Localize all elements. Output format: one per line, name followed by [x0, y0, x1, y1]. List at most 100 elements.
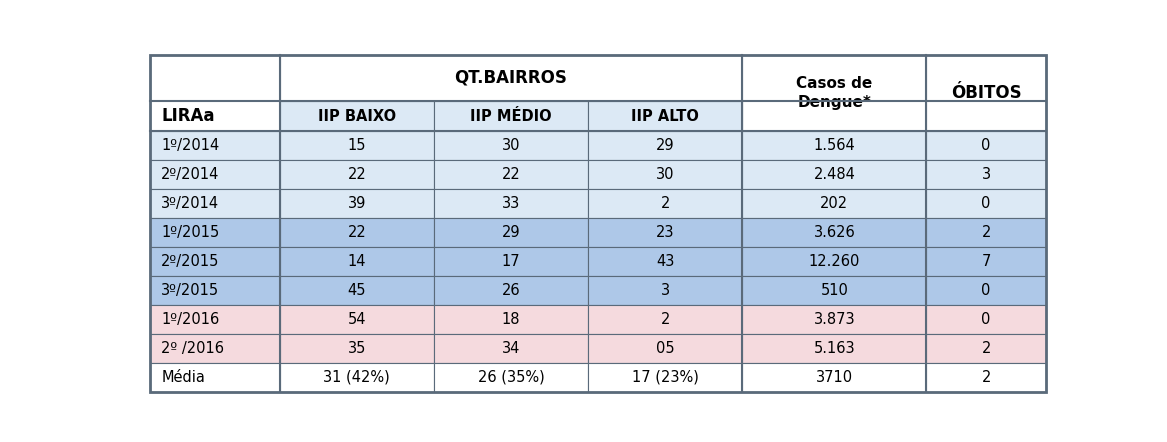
Text: IIP ALTO: IIP ALTO — [631, 108, 699, 123]
Bar — [434, 218, 588, 247]
Bar — [742, 276, 927, 305]
Bar — [742, 218, 927, 247]
Bar — [588, 247, 742, 276]
Bar — [434, 131, 588, 160]
Bar — [588, 101, 742, 131]
Bar — [280, 276, 434, 305]
Bar — [927, 218, 1046, 247]
Text: LIRAa: LIRAa — [161, 107, 215, 125]
Text: 17 (23%): 17 (23%) — [631, 370, 699, 385]
Bar — [280, 363, 434, 392]
Text: 510: 510 — [820, 283, 848, 298]
Text: 17: 17 — [502, 254, 520, 269]
Text: 54: 54 — [348, 312, 366, 327]
Text: 2: 2 — [661, 312, 670, 327]
Text: QT.BAIRROS: QT.BAIRROS — [455, 69, 567, 87]
Text: 26: 26 — [502, 283, 520, 298]
Bar — [927, 305, 1046, 334]
Text: 7: 7 — [981, 254, 991, 269]
Text: 0: 0 — [981, 312, 991, 327]
Bar — [927, 363, 1046, 392]
Text: 1.564: 1.564 — [813, 138, 855, 153]
Bar — [742, 131, 927, 160]
Text: 0: 0 — [981, 283, 991, 298]
Text: 2: 2 — [661, 196, 670, 211]
Text: 3: 3 — [981, 167, 991, 182]
Bar — [434, 247, 588, 276]
Bar — [742, 55, 927, 131]
Text: 2º/2015: 2º/2015 — [161, 254, 219, 269]
Text: 1º/2015: 1º/2015 — [161, 225, 219, 240]
Bar — [280, 189, 434, 218]
Bar — [742, 305, 927, 334]
Text: 0: 0 — [981, 138, 991, 153]
Text: 33: 33 — [502, 196, 520, 211]
Bar — [927, 247, 1046, 276]
Bar — [151, 218, 280, 247]
Bar — [742, 247, 927, 276]
Bar — [434, 276, 588, 305]
Bar — [280, 247, 434, 276]
Bar — [280, 334, 434, 363]
Text: 2: 2 — [981, 341, 991, 356]
Bar — [742, 334, 927, 363]
Text: 35: 35 — [348, 341, 366, 356]
Text: 3º/2014: 3º/2014 — [161, 196, 219, 211]
Text: 45: 45 — [348, 283, 366, 298]
Text: 2.484: 2.484 — [813, 167, 855, 182]
Bar — [434, 189, 588, 218]
Text: 202: 202 — [820, 196, 848, 211]
Bar — [151, 334, 280, 363]
Text: 22: 22 — [348, 167, 366, 182]
Bar — [588, 131, 742, 160]
Bar — [588, 334, 742, 363]
Text: 2: 2 — [981, 370, 991, 385]
Text: 22: 22 — [348, 225, 366, 240]
Text: 5.163: 5.163 — [813, 341, 855, 356]
Bar — [434, 160, 588, 189]
Text: 34: 34 — [502, 341, 520, 356]
Bar — [927, 334, 1046, 363]
Bar — [280, 218, 434, 247]
Bar — [151, 160, 280, 189]
Text: 12.260: 12.260 — [809, 254, 860, 269]
Text: ÓBITOS: ÓBITOS — [951, 84, 1021, 102]
Text: 1º/2014: 1º/2014 — [161, 138, 219, 153]
Bar — [742, 189, 927, 218]
Bar — [742, 363, 927, 392]
Bar — [280, 131, 434, 160]
Bar — [280, 101, 434, 131]
Bar — [151, 55, 280, 131]
Bar — [151, 247, 280, 276]
Bar — [151, 131, 280, 160]
Text: 29: 29 — [656, 138, 675, 153]
Text: 3.626: 3.626 — [813, 225, 855, 240]
Text: 43: 43 — [656, 254, 675, 269]
Text: 18: 18 — [502, 312, 520, 327]
Bar — [280, 55, 742, 101]
Text: 2º /2016: 2º /2016 — [161, 341, 224, 356]
Bar — [927, 160, 1046, 189]
Text: 30: 30 — [656, 167, 675, 182]
Bar — [927, 131, 1046, 160]
Text: 14: 14 — [348, 254, 366, 269]
Text: 3: 3 — [661, 283, 670, 298]
Text: Casos de
Dengue*: Casos de Dengue* — [796, 76, 873, 110]
Bar — [927, 276, 1046, 305]
Text: 0: 0 — [981, 196, 991, 211]
Bar — [434, 334, 588, 363]
Bar — [588, 276, 742, 305]
Bar — [280, 305, 434, 334]
Bar — [588, 305, 742, 334]
Bar — [151, 305, 280, 334]
Text: 31 (42%): 31 (42%) — [323, 370, 390, 385]
Text: 26 (35%): 26 (35%) — [477, 370, 545, 385]
Text: 23: 23 — [656, 225, 675, 240]
Bar — [151, 189, 280, 218]
Text: 39: 39 — [348, 196, 366, 211]
Bar — [434, 363, 588, 392]
Text: 1º/2016: 1º/2016 — [161, 312, 219, 327]
Bar — [588, 160, 742, 189]
Bar — [588, 218, 742, 247]
Bar — [434, 305, 588, 334]
